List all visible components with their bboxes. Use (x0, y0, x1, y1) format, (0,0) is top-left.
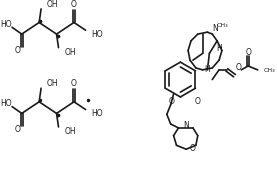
Text: O: O (71, 0, 77, 9)
Text: OH: OH (47, 79, 58, 88)
Text: O: O (169, 97, 175, 106)
Text: HO: HO (1, 20, 12, 29)
Text: O: O (195, 97, 201, 106)
Text: O: O (190, 144, 196, 153)
Text: N: N (183, 121, 189, 130)
Text: H: H (205, 65, 210, 74)
Text: O: O (245, 48, 251, 57)
Text: HO: HO (1, 99, 12, 108)
Text: HO: HO (91, 30, 103, 39)
Text: CH₃: CH₃ (217, 23, 229, 28)
Text: HO: HO (91, 109, 103, 118)
Text: O: O (15, 125, 21, 134)
Text: OH: OH (64, 127, 76, 136)
Text: N: N (212, 24, 218, 33)
Text: O: O (15, 46, 21, 55)
Text: O: O (71, 79, 77, 88)
Text: CH₃: CH₃ (263, 68, 275, 73)
Text: OH: OH (47, 0, 58, 9)
Text: OH: OH (64, 48, 76, 57)
Text: H: H (216, 44, 222, 53)
Text: O: O (235, 63, 241, 72)
